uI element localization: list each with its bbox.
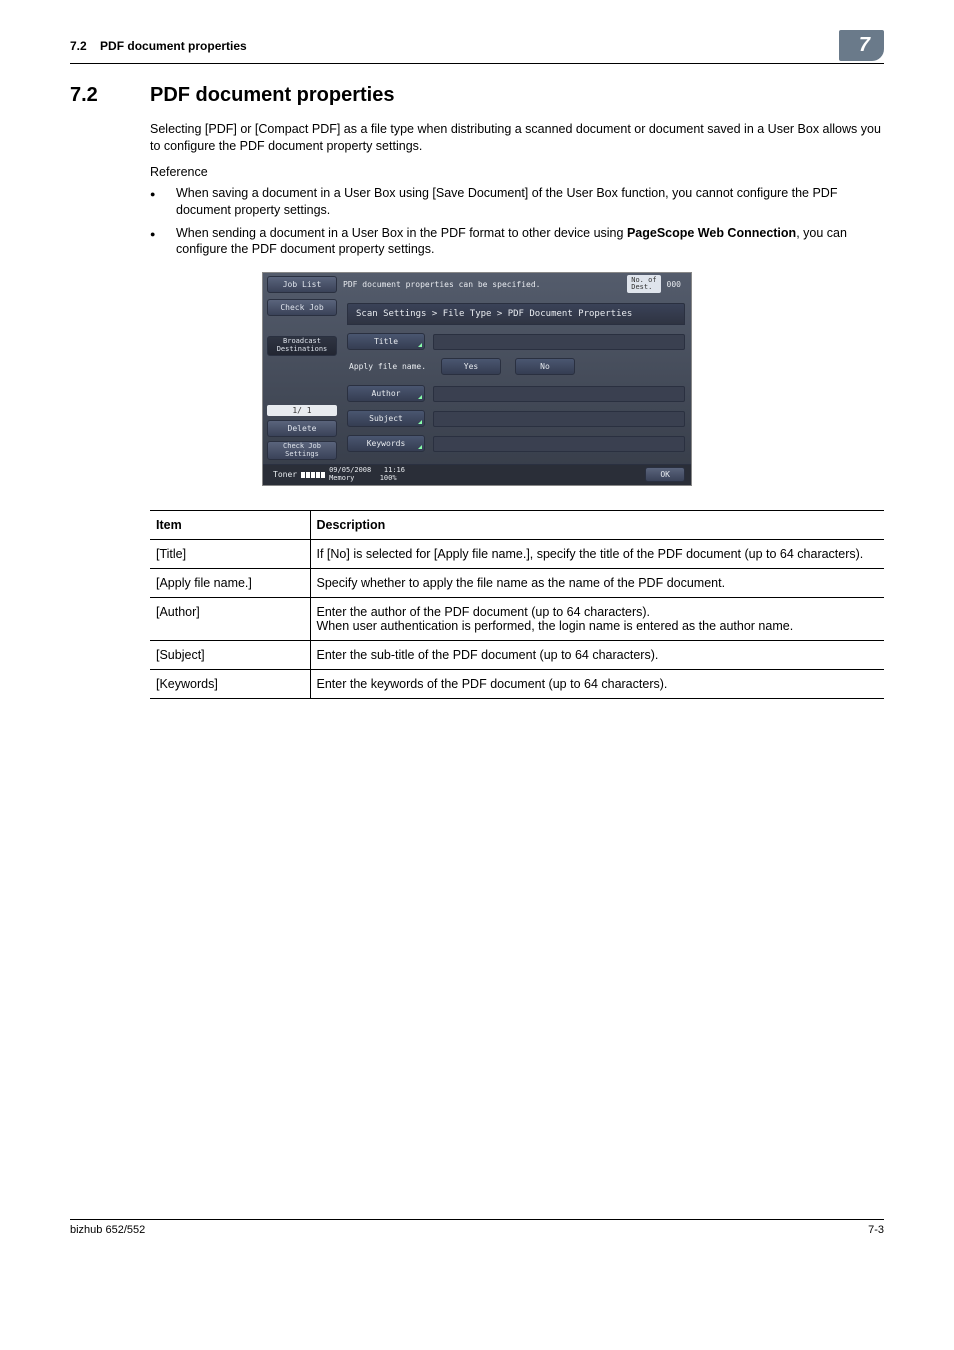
title-field-button[interactable]: Title (347, 333, 425, 350)
author-value (433, 386, 685, 402)
section-number: 7.2 (70, 84, 150, 107)
delete-button[interactable]: Delete (267, 420, 337, 437)
table-header-row: Item Description (150, 510, 884, 539)
footer-page: 7-3 (868, 1224, 884, 1236)
cell-item: [Apply file name.] (150, 568, 310, 597)
device-screenshot: Job List PDF document properties can be … (262, 272, 692, 485)
cell-desc: Specify whether to apply the file name a… (310, 568, 884, 597)
cell-item: [Keywords] (150, 669, 310, 698)
ss-header: Job List PDF document properties can be … (263, 273, 691, 295)
section-heading: 7.2 PDF document properties (70, 84, 884, 107)
intro-paragraph: Selecting [PDF] or [Compact PDF] as a fi… (150, 121, 884, 155)
check-job-button[interactable]: Check Job (267, 299, 337, 316)
ss-page-indicator: 1/ 1 (267, 405, 337, 416)
page-footer: bizhub 652/552 7-3 (70, 1219, 884, 1236)
cell-item: [Subject] (150, 640, 310, 669)
ok-button[interactable]: OK (645, 467, 685, 482)
table-row: [Title]If [No] is selected for [Apply fi… (150, 539, 884, 568)
reference-bullets: When saving a document in a User Box usi… (150, 185, 884, 259)
cell-desc: Enter the sub-title of the PDF document … (310, 640, 884, 669)
chapter-badge: 7 (839, 30, 884, 61)
job-list-button[interactable]: Job List (267, 276, 337, 293)
yes-button[interactable]: Yes (441, 358, 501, 375)
page-header: 7.2 PDF document properties 7 (70, 30, 884, 64)
author-field-button[interactable]: Author (347, 385, 425, 402)
table-row: [Keywords]Enter the keywords of the PDF … (150, 669, 884, 698)
cell-item: [Title] (150, 539, 310, 568)
check-settings-button[interactable]: Check Job Settings (267, 441, 337, 460)
cell-desc: If [No] is selected for [Apply file name… (310, 539, 884, 568)
footer-model: bizhub 652/552 (70, 1224, 145, 1236)
cell-item: [Author] (150, 597, 310, 640)
dest-count: 000 (661, 280, 687, 289)
bullet-item: When sending a document in a User Box in… (150, 225, 884, 259)
keywords-value (433, 436, 685, 452)
bullet-item: When saving a document in a User Box usi… (150, 185, 884, 219)
keywords-field-button[interactable]: Keywords (347, 435, 425, 452)
table-row: [Author]Enter the author of the PDF docu… (150, 597, 884, 640)
th-desc: Description (310, 510, 884, 539)
dest-label: No. of Dest. (627, 275, 660, 293)
no-button[interactable]: No (515, 358, 575, 375)
header-num: 7.2 (70, 39, 87, 53)
toner-label: Toner (273, 470, 297, 479)
subject-field-button[interactable]: Subject (347, 410, 425, 427)
ss-datetime: 09/05/2008 11:16 Memory 100% (329, 467, 405, 482)
th-item: Item (150, 510, 310, 539)
ss-header-msg: PDF document properties can be specified… (337, 280, 627, 289)
broadcast-button[interactable]: Broadcast Destinations (267, 336, 337, 355)
subject-value (433, 411, 685, 427)
apply-filename-label: Apply file name. (349, 362, 427, 371)
description-table: Item Description [Title]If [No] is selec… (150, 510, 884, 699)
ss-main: Scan Settings > File Type > PDF Document… (341, 295, 691, 464)
table-row: [Apply file name.]Specify whether to app… (150, 568, 884, 597)
toner-bar (301, 472, 325, 478)
reference-label: Reference (150, 165, 884, 179)
cell-desc: Enter the keywords of the PDF document (… (310, 669, 884, 698)
header-label: PDF document properties (100, 39, 247, 53)
ss-sidebar: Check Job Broadcast Destinations 1/ 1 De… (263, 295, 341, 464)
title-value (433, 334, 685, 350)
section-title: PDF document properties (150, 84, 394, 107)
cell-desc: Enter the author of the PDF document (up… (310, 597, 884, 640)
ss-footer: Toner 09/05/2008 11:16 Memory 100% OK (263, 464, 691, 484)
header-section-ref: 7.2 PDF document properties (70, 39, 247, 53)
ss-breadcrumb: Scan Settings > File Type > PDF Document… (347, 303, 685, 325)
table-row: [Subject]Enter the sub-title of the PDF … (150, 640, 884, 669)
